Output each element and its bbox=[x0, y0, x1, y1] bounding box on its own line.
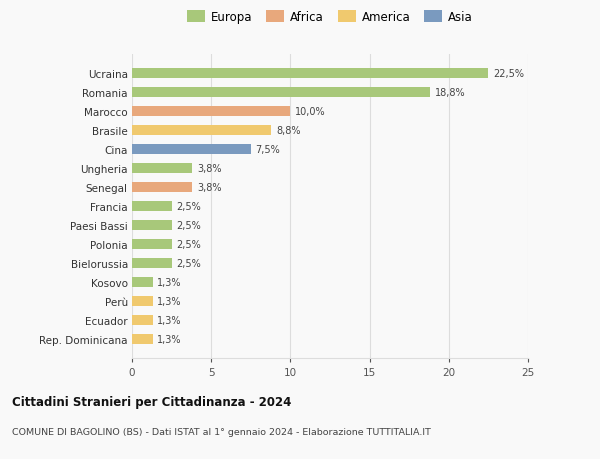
Bar bbox=[132, 202, 172, 212]
Text: 3,8%: 3,8% bbox=[197, 183, 221, 193]
Bar bbox=[132, 163, 192, 174]
Text: 2,5%: 2,5% bbox=[176, 258, 201, 269]
Legend: Europa, Africa, America, Asia: Europa, Africa, America, Asia bbox=[182, 6, 478, 29]
Text: 1,3%: 1,3% bbox=[157, 334, 182, 344]
Text: Cittadini Stranieri per Cittadinanza - 2024: Cittadini Stranieri per Cittadinanza - 2… bbox=[12, 395, 292, 408]
Text: 2,5%: 2,5% bbox=[176, 220, 201, 230]
Bar bbox=[132, 220, 172, 231]
Bar bbox=[132, 277, 152, 287]
Bar bbox=[132, 315, 152, 325]
Bar bbox=[132, 69, 488, 79]
Text: 18,8%: 18,8% bbox=[434, 88, 465, 98]
Text: 2,5%: 2,5% bbox=[176, 240, 201, 249]
Bar bbox=[132, 334, 152, 344]
Bar bbox=[132, 182, 192, 193]
Bar bbox=[132, 239, 172, 250]
Text: 3,8%: 3,8% bbox=[197, 164, 221, 174]
Bar bbox=[132, 106, 290, 117]
Text: 7,5%: 7,5% bbox=[256, 145, 280, 155]
Bar bbox=[132, 258, 172, 269]
Text: 10,0%: 10,0% bbox=[295, 107, 326, 117]
Text: 1,3%: 1,3% bbox=[157, 296, 182, 306]
Text: 2,5%: 2,5% bbox=[176, 202, 201, 212]
Text: 1,3%: 1,3% bbox=[157, 277, 182, 287]
Text: 1,3%: 1,3% bbox=[157, 315, 182, 325]
Text: 22,5%: 22,5% bbox=[493, 69, 524, 79]
Bar bbox=[132, 296, 152, 307]
Text: 8,8%: 8,8% bbox=[276, 126, 301, 136]
Bar bbox=[132, 88, 430, 98]
Text: COMUNE DI BAGOLINO (BS) - Dati ISTAT al 1° gennaio 2024 - Elaborazione TUTTITALI: COMUNE DI BAGOLINO (BS) - Dati ISTAT al … bbox=[12, 427, 431, 436]
Bar bbox=[132, 126, 271, 136]
Bar bbox=[132, 145, 251, 155]
